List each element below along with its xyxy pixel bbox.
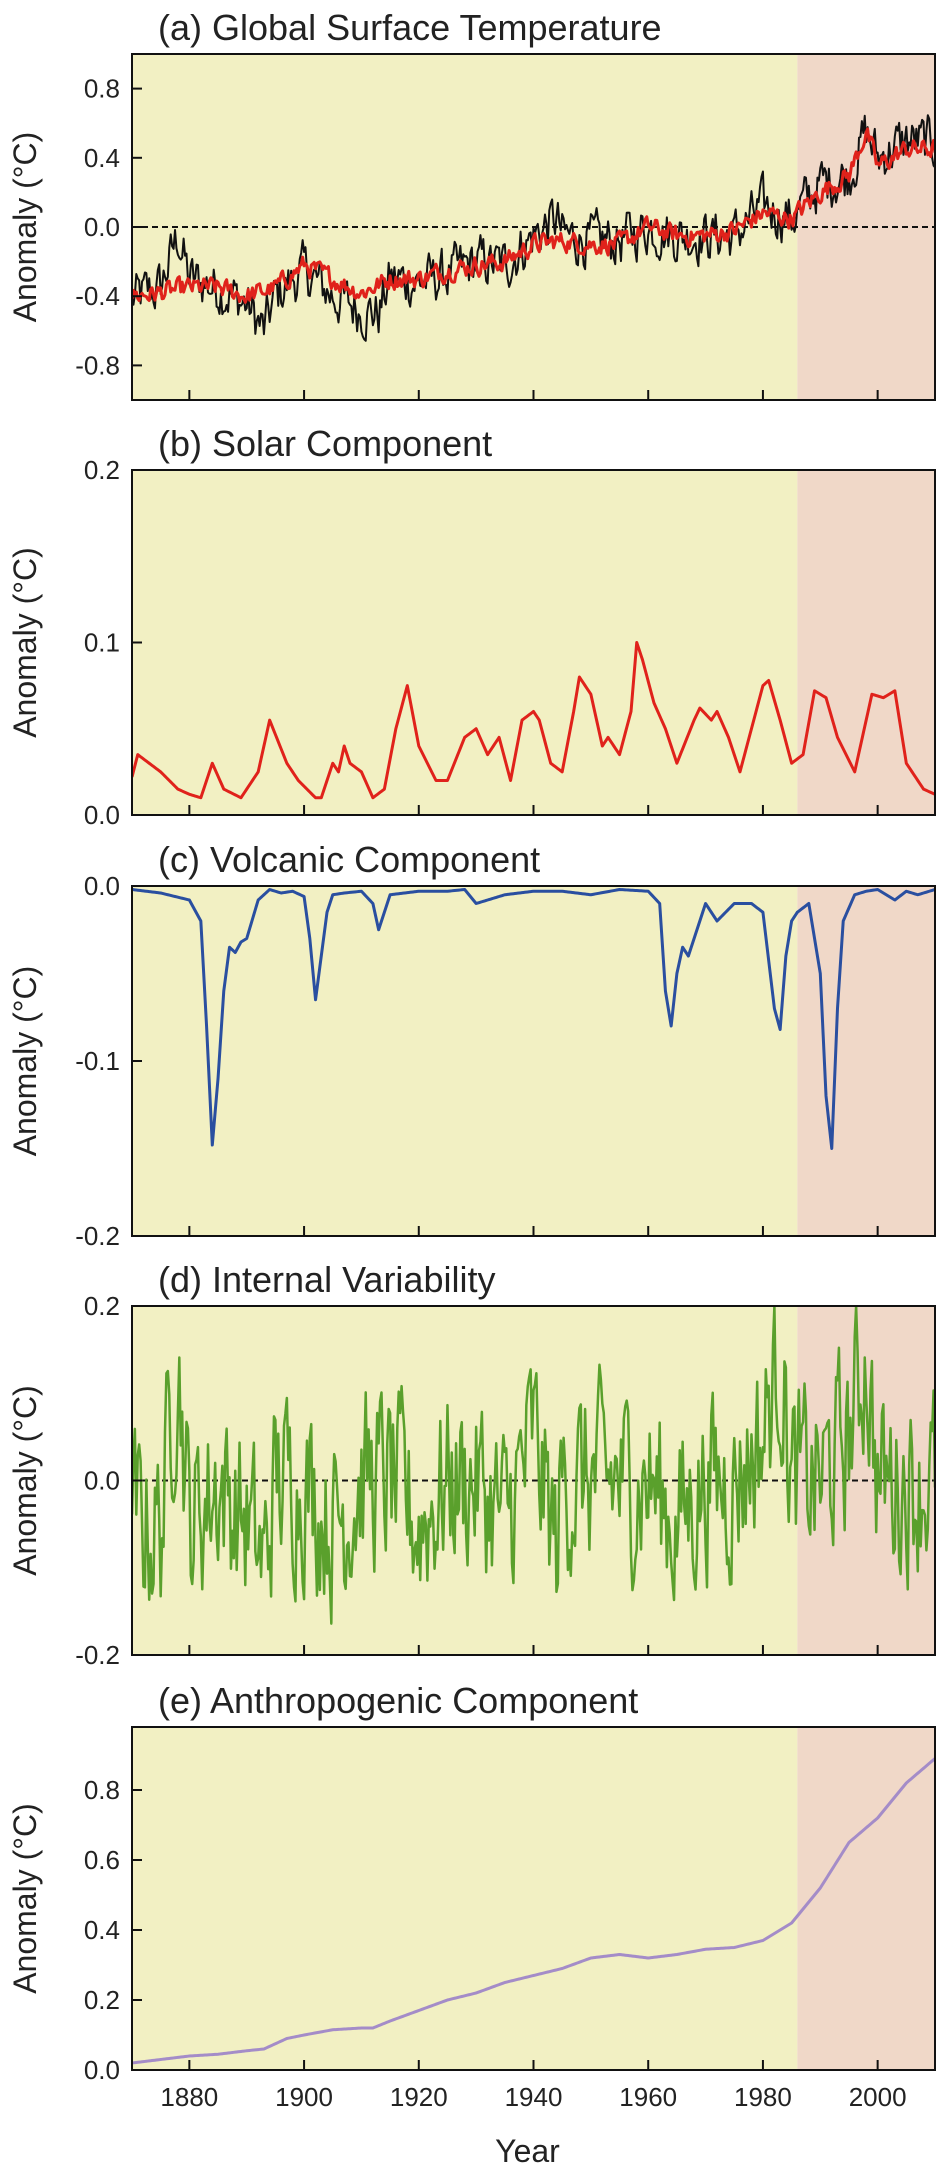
y-tick-label: -0.8: [75, 350, 120, 380]
x-tick-label: 1980: [734, 2082, 792, 2112]
y-tick-label: 0.6: [84, 1845, 120, 1875]
x-tick-label: 1960: [619, 2082, 677, 2112]
panel-title: (b) Solar Component: [158, 423, 492, 464]
panel-3: 0.2 0.0 -0.2 (d) Internal Variability Anomal…: [7, 1259, 936, 1670]
y-tick-label: 0.2: [84, 455, 120, 485]
x-tick-label: 1940: [505, 2082, 563, 2112]
y-tick-label: -0.2: [75, 1221, 120, 1251]
y-tick-label: -0.4: [75, 281, 120, 311]
y-tick-label: 0.2: [84, 1985, 120, 2015]
y-tick-label: 0.0: [84, 2055, 120, 2085]
x-tick-label: 1880: [160, 2082, 218, 2112]
series-line-0: [132, 1757, 935, 2065]
panel-4: 0.8 0.6 0.4 0.2 0.0 1880 1900 1920 1940 1960 1980 2…: [7, 1680, 936, 2169]
y-axis-label: Anomaly (°C): [7, 547, 43, 738]
panel-title: (a) Global Surface Temperature: [158, 7, 662, 48]
series-line-0: [132, 114, 935, 342]
y-axis-label: Anomaly (°C): [7, 1385, 43, 1576]
y-tick-label: 0.0: [84, 871, 120, 901]
series-line-1: [132, 127, 935, 304]
panel-0: 0.8 0.4 0.0 -0.4 -0.8 (a) Global Surface Temp…: [7, 7, 936, 401]
y-tick-label: 0.4: [84, 1915, 120, 1945]
y-axis-label: Anomaly (°C): [7, 1803, 43, 1994]
y-tick-label: 0.2: [84, 1291, 120, 1321]
y-tick-label: 0.0: [84, 1466, 120, 1496]
y-tick-label: 0.1: [84, 628, 120, 658]
shaded-period-0: [132, 886, 798, 1236]
x-tick-label: 2000: [849, 2082, 907, 2112]
x-tick-label: 1900: [275, 2082, 333, 2112]
shaded-period-1: [797, 470, 935, 815]
y-tick-label: -0.2: [75, 1640, 120, 1670]
y-tick-label: 0.0: [84, 800, 120, 830]
series-line-0: [132, 641, 935, 800]
panel-title: (d) Internal Variability: [158, 1259, 495, 1300]
panel-title: (c) Volcanic Component: [158, 839, 540, 880]
x-axis-label: Year: [495, 2133, 560, 2169]
y-tick-label: 0.8: [84, 1775, 120, 1805]
x-tick-label: 1920: [390, 2082, 448, 2112]
shaded-period-0: [132, 1727, 798, 2070]
y-axis-label: Anomaly (°C): [7, 966, 43, 1157]
panel-2: 0.0 -0.1 -0.2 (c) Volcanic Component Anomaly…: [7, 839, 936, 1251]
shaded-period-1: [797, 1727, 935, 2070]
y-tick-label: 0.4: [84, 143, 120, 173]
y-tick-label: 0.8: [84, 74, 120, 104]
panel-title: (e) Anthropogenic Component: [158, 1680, 638, 1721]
series-line-0: [132, 1306, 935, 1625]
shaded-period-0: [132, 470, 798, 815]
panel-1: 0.2 0.1 0.0 (b) Solar Component Anomaly (°C): [7, 423, 936, 830]
y-tick-label: 0.0: [84, 212, 120, 242]
shaded-period-1: [797, 886, 935, 1236]
series-line-0: [132, 888, 935, 1150]
y-axis-label: Anomaly (°C): [7, 132, 43, 323]
y-tick-label: -0.1: [75, 1046, 120, 1076]
